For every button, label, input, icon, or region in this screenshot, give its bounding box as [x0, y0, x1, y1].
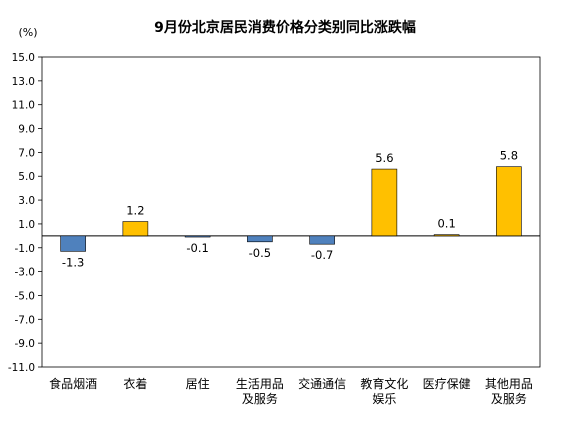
axis-layer: 15.0 13.0 11.0 9.0 7.0 5.0 3.0 1.0 -1.0 -3.0 -5.0 -…	[8, 52, 541, 374]
y-tick-label: -7.0	[15, 314, 36, 326]
y-tick-label: 3.0	[18, 195, 35, 207]
category-label: 教育文化	[360, 376, 408, 391]
bar	[60, 235, 86, 252]
chart-title: 9月份北京居民消费价格分类别同比涨跌幅	[154, 19, 416, 36]
value-label: 5.6	[375, 151, 393, 165]
y-tick-label: -3.0	[15, 267, 36, 279]
value-label: 0.1	[437, 217, 455, 231]
value-label: -0.1	[186, 241, 208, 255]
bar	[247, 235, 273, 243]
value-label: 5.8	[500, 149, 518, 163]
value-label: -1.3	[62, 255, 84, 269]
y-tick-label: 11.0	[12, 100, 35, 112]
y-tick-label: 13.0	[12, 76, 35, 88]
category-label: 生活用品	[236, 377, 284, 391]
category-label: 食品烟酒	[49, 376, 97, 391]
category-label: 及服务	[491, 391, 527, 406]
y-tick-label: 5.0	[18, 171, 35, 183]
y-tick-label: -9.0	[15, 338, 36, 350]
bar	[496, 166, 522, 237]
category-label: 医疗保健	[423, 377, 471, 391]
y-axis-unit-label: (%)	[18, 26, 37, 39]
plot-frame	[41, 56, 541, 368]
y-tick-label: -1.0	[15, 243, 36, 255]
value-label: -0.5	[249, 246, 271, 260]
category-label: 其他用品	[485, 377, 533, 391]
category-label: 衣着	[123, 376, 147, 391]
y-tick-label: -5.0	[15, 290, 36, 302]
labels-layer: -1.3食品烟酒1.2衣着-0.1居住-0.5生活用品及服务-0.7交通通信5.…	[49, 149, 533, 406]
category-label: 娱乐	[372, 392, 396, 406]
category-label: 居住	[186, 377, 210, 391]
bar	[122, 221, 149, 237]
category-label: 交通通信	[298, 376, 346, 391]
bar	[371, 168, 398, 237]
y-tick-label: 9.0	[18, 124, 35, 136]
category-label: 及服务	[242, 391, 278, 406]
y-tick-label: -11.0	[8, 362, 35, 374]
value-label: 1.2	[126, 204, 144, 218]
bar	[433, 234, 460, 237]
value-label: -0.7	[311, 248, 333, 262]
y-tick-label: 1.0	[18, 219, 35, 231]
bar	[184, 235, 211, 238]
y-tick-label: 7.0	[18, 147, 35, 159]
bar	[309, 235, 335, 245]
y-tick-label: 15.0	[12, 52, 35, 64]
bars-layer	[60, 166, 522, 252]
